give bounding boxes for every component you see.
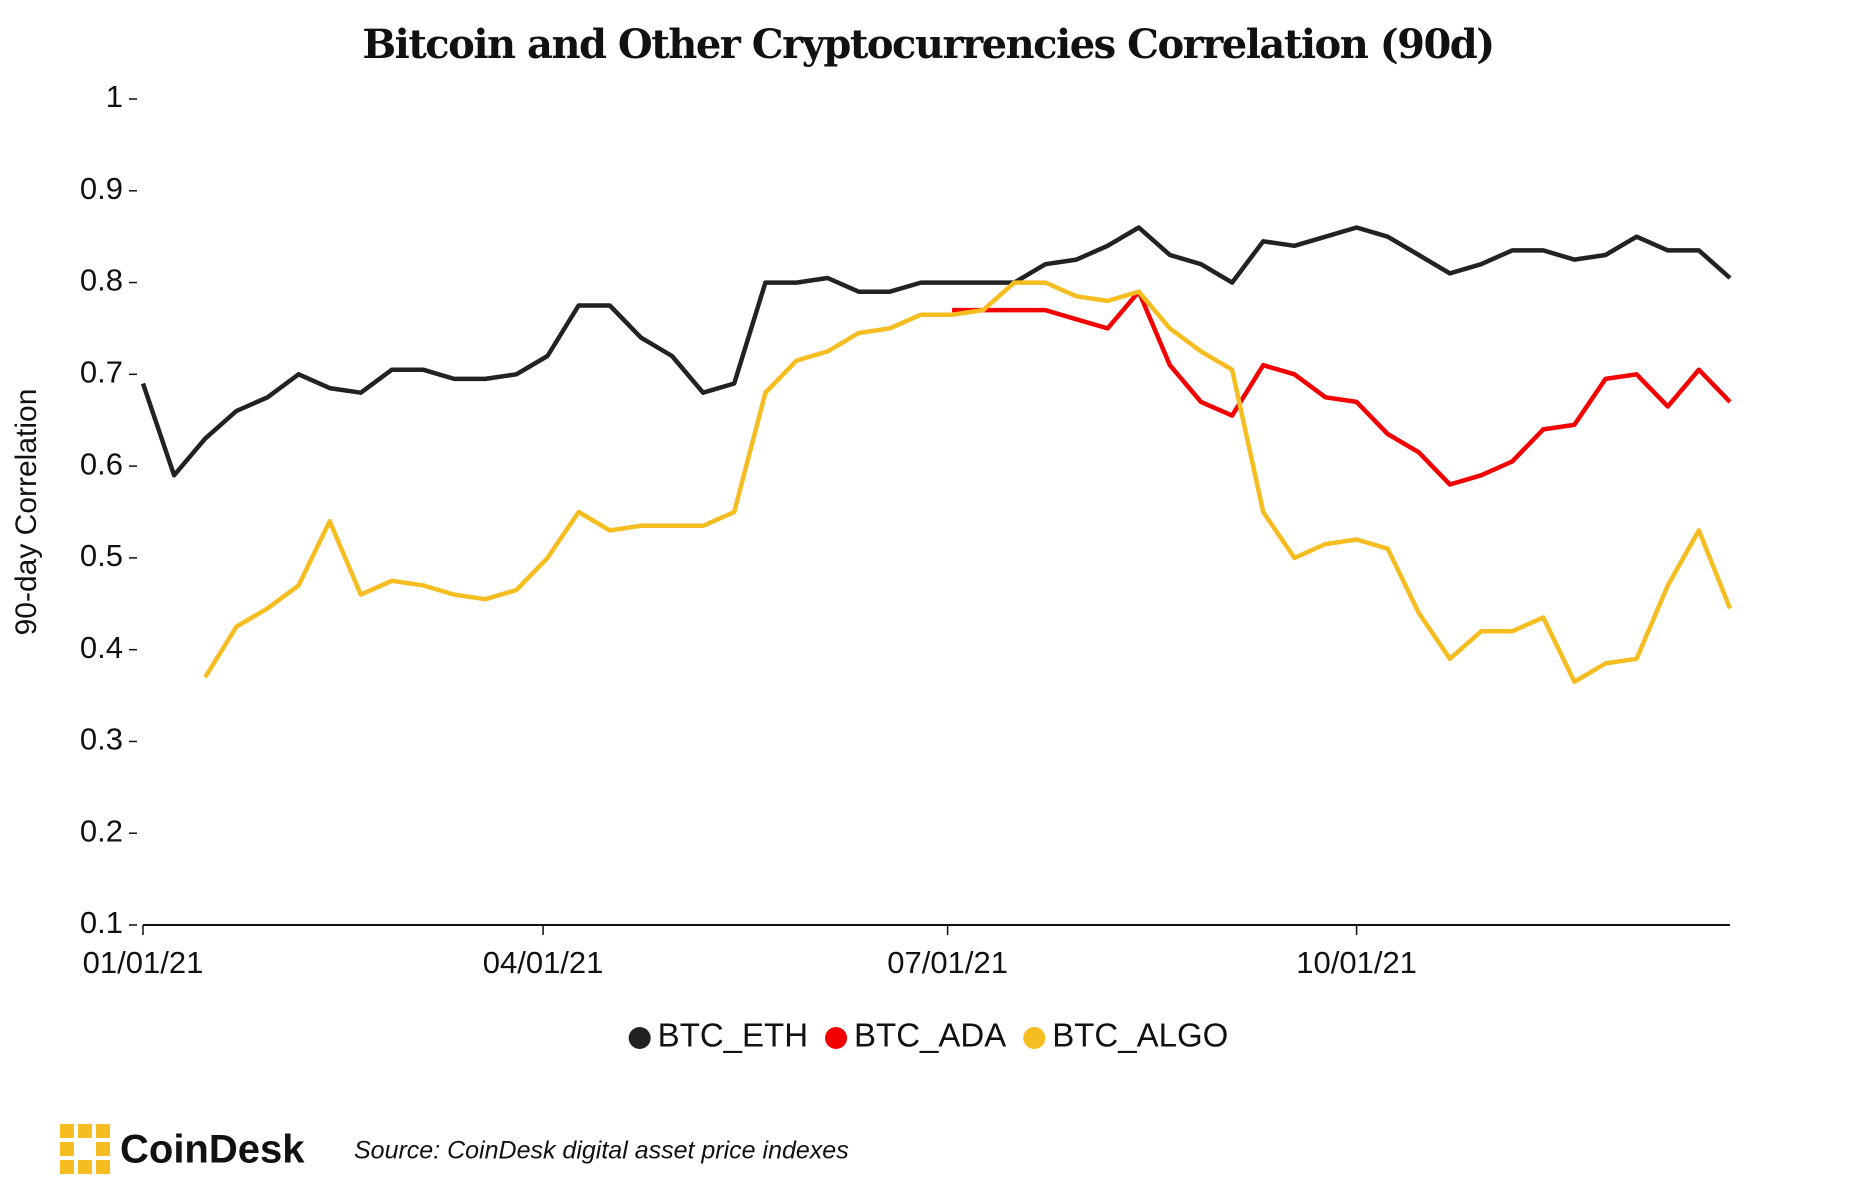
legend-swatch [628, 1027, 651, 1049]
legend-label: BTC_ALGO [1052, 1017, 1228, 1054]
y-axis-label: 90-day Correlation [10, 389, 43, 636]
legend-label: BTC_ADA [854, 1017, 1006, 1054]
legend-item: BTC_ALGO [1023, 1017, 1228, 1054]
legend-swatch [825, 1027, 848, 1049]
x-tick-label: 01/01/21 [83, 945, 204, 980]
logo [60, 1124, 110, 1174]
chart-title: Bitcoin and Other Cryptocurrencies Corre… [362, 21, 1493, 68]
legend-item: BTC_ADA [825, 1017, 1006, 1054]
y-tick-label: 0.8 [80, 263, 123, 298]
legend-swatch [1023, 1027, 1046, 1049]
y-tick-label: 0.2 [80, 813, 123, 848]
source-note: Source: CoinDesk digital asset price ind… [354, 1137, 849, 1165]
y-tick-label: 1 [106, 79, 123, 114]
y-tick-label: 0.1 [80, 905, 123, 940]
y-tick-label: 0.5 [80, 538, 123, 573]
legend-item: BTC_ETH [628, 1017, 808, 1054]
y-tick-label: 0.4 [80, 630, 123, 665]
series-line [140, 225, 1732, 478]
legend-label: BTC_ETH [658, 1017, 808, 1054]
x-tick-label: 04/01/21 [483, 945, 604, 980]
x-tick-label: 10/01/21 [1296, 945, 1417, 980]
y-tick-label: 0.6 [80, 446, 123, 481]
x-tick-label: 07/01/21 [887, 945, 1008, 980]
y-tick-label: 0.3 [80, 722, 123, 757]
y-tick-label: 0.7 [80, 355, 123, 390]
series-line [952, 289, 1732, 487]
series-line [203, 280, 1733, 685]
legend: BTC_ETH BTC_ADA BTC_ALGO [628, 1017, 1228, 1054]
y-tick-label: 0.9 [80, 171, 123, 206]
brand: CoinDesk [120, 1128, 305, 1172]
